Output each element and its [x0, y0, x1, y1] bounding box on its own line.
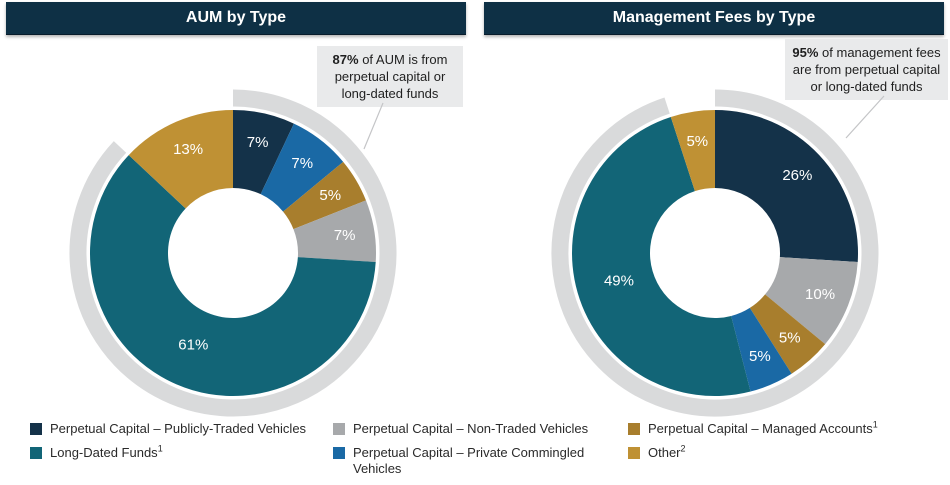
legend-column: Perpetual Capital – Publicly-Traded Vehi… [30, 421, 330, 469]
pie-segment [765, 257, 858, 345]
pie-segment [233, 110, 294, 195]
segment-label: 13% [173, 141, 203, 158]
segment-label: 5% [749, 348, 771, 365]
segment-label: 7% [247, 134, 269, 151]
segment-label: 5% [779, 329, 801, 346]
segment-label: 26% [782, 167, 812, 184]
callout-aum: 87% of AUM is from perpetual capital or … [317, 46, 463, 107]
legend-item-label: Long-Dated Funds1 [50, 443, 163, 460]
pie-segment [283, 161, 366, 230]
legend-column: Perpetual Capital – Non-Traded Vehicles P… [333, 421, 623, 485]
legend-swatch [30, 447, 42, 459]
legend-item: Perpetual Capital – Publicly-Traded Vehi… [30, 421, 330, 437]
legend-swatch [628, 423, 640, 435]
segment-label: 7% [291, 155, 313, 172]
pie-segment [89, 155, 376, 396]
segment-label: 7% [334, 227, 356, 244]
legend-swatch [30, 423, 42, 435]
coverage-arc [69, 89, 397, 417]
legend-swatch [333, 423, 345, 435]
legend-item: Perpetual Capital – Private Commingled V… [333, 445, 623, 477]
coverage-arc [551, 89, 879, 417]
pie-segment [715, 110, 858, 262]
legend-column: Perpetual Capital – Managed Accounts1 Oth… [628, 419, 938, 469]
legend-swatch [333, 447, 345, 459]
pie-segment [731, 307, 792, 392]
segment-label: 61% [178, 336, 208, 353]
callout-aum-percent: 87% [332, 52, 359, 67]
pie-segment [749, 294, 826, 374]
legend-item: Long-Dated Funds1 [30, 443, 330, 461]
pie-segment [128, 110, 233, 209]
legend-footnote-marker: 2 [680, 443, 686, 454]
legend-footnote-marker: 1 [872, 419, 878, 430]
pie-segment [260, 123, 344, 212]
pie-segment [572, 116, 751, 396]
legend-item-label: Perpetual Capital – Publicly-Traded Vehi… [50, 421, 307, 436]
segment-label: 49% [604, 272, 634, 289]
chart-title-aum: AUM by Type [6, 2, 466, 35]
callout-fees-percent: 95% [792, 45, 819, 60]
callout-fees: 95% of management fees are from perpetua… [785, 39, 948, 100]
chart-title-fees: Management Fees by Type [484, 2, 944, 35]
legend-item-label: Perpetual Capital – Non-Traded Vehicles [353, 421, 589, 436]
legend-item: Other2 [628, 443, 938, 461]
donut-chart-aum: 7% 7% 5% 7% 61% 13% [69, 89, 397, 417]
legend-swatch [628, 447, 640, 459]
callout-fees-text: of management fees are from perpetual ca… [792, 45, 941, 94]
legend-item-label: Perpetual Capital – Private Commingled V… [353, 445, 585, 476]
legend-item: Perpetual Capital – Non-Traded Vehicles [333, 421, 623, 437]
segment-label: 5% [686, 133, 708, 150]
legend-footnote-marker: 1 [157, 443, 163, 454]
segment-label: 5% [319, 187, 341, 204]
segment-label: 10% [805, 286, 835, 303]
callout-aum-text: of AUM is from perpetual capital or long… [334, 52, 448, 101]
donut-chart-fees: 26% 10% 5% 5% 49% 5% [551, 89, 879, 417]
pie-segment [670, 110, 715, 192]
legend-item-label: Perpetual Capital – Managed Accounts1 [648, 419, 878, 436]
legend-item: Perpetual Capital – Managed Accounts1 [628, 419, 938, 437]
legend-item-label: Other2 [648, 443, 686, 460]
legend: Perpetual Capital – Publicly-Traded Vehi… [0, 419, 950, 485]
pie-segment [293, 200, 376, 262]
